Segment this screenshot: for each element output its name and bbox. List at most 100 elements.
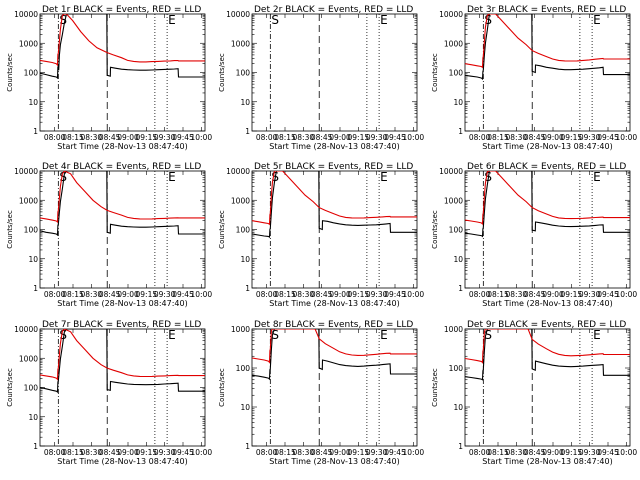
series-lld-line [252,171,417,226]
x-tick-label: 08:00 [256,448,278,457]
y-tick-label: 10000 [14,10,38,19]
x-tick-label: 08:15 [487,290,509,299]
x-tick-label: 08:00 [44,448,66,457]
x-tick-label: 09:30 [366,290,388,299]
x-tick-label: 08:30 [506,448,528,457]
x-tick-label: 08:45 [524,448,546,457]
x-tick-label: 08:15 [62,448,84,457]
series-events-line [252,329,417,381]
y-tick-label: 10 [453,98,463,107]
y-axis-label: Counts/sec [6,53,14,92]
x-tick-label: 09:45 [597,448,619,457]
y-axis-label: Counts/sec [218,210,226,249]
time-marker-label: S [484,328,492,342]
time-marker-label: E [380,13,388,27]
series-events-line [252,171,417,239]
plot-frame [464,13,631,132]
y-tick-label: 100 [236,226,251,235]
x-axis-label: Start Time (28-Nov-13 08:47:40) [482,142,612,151]
x-tick-label: 08:30 [81,448,103,457]
y-tick-label: 10000 [439,10,463,19]
x-tick-label: 09:00 [117,448,139,457]
x-tick-label: 08:30 [293,290,315,299]
series-events-line [465,171,630,238]
series-lld-line [465,329,630,364]
y-tick-label: 10 [240,255,250,264]
y-tick-label: 1000 [19,196,38,205]
plot-title: Det 8r BLACK = Events, RED = LLD [254,320,413,330]
x-tick-label: 09:00 [542,290,564,299]
y-tick-label: 1 [458,442,463,451]
y-tick-label: 100 [24,226,39,235]
time-marker-label: E [168,13,176,27]
y-tick-label: 100 [24,384,39,393]
time-marker-label: S [271,13,279,27]
y-tick-label: 1 [33,284,38,293]
plot-frame [39,170,206,289]
x-tick-label: 09:45 [172,290,194,299]
x-tick-label: 08:00 [469,448,491,457]
x-tick-label: 09:30 [579,448,601,457]
y-tick-label: 1 [458,127,463,136]
x-tick-label: 08:15 [487,133,509,142]
x-tick-label: 10:00 [191,133,213,142]
x-tick-label: 08:30 [81,133,103,142]
plot-frame [464,328,631,447]
time-marker-label: E [168,170,176,184]
x-tick-label: 08:45 [99,133,121,142]
y-tick-label: 10 [240,98,250,107]
time-marker-label: E [593,13,601,27]
detector-plot-5: Det 5r BLACK = Events, RED = LLD 1 10 100 10… [218,162,424,308]
x-tick-label: 09:45 [172,448,194,457]
x-tick-label: 09:30 [366,448,388,457]
y-tick-label: 1 [245,127,250,136]
y-axis-label: Counts/sec [431,53,439,92]
x-axis-label: Start Time (28-Nov-13 08:47:40) [482,457,612,466]
x-tick-label: 09:45 [384,448,406,457]
plot-title: Det 2r BLACK = Events, RED = LLD [254,5,413,15]
y-tick-label: 1 [245,284,250,293]
x-tick-label: 10:00 [616,448,638,457]
y-tick-label: 1000 [19,354,38,363]
x-tick-label: 09:15 [136,133,158,142]
x-tick-label: 08:15 [274,448,296,457]
x-tick-label: 09:30 [579,133,601,142]
x-tick-label: 09:15 [348,290,370,299]
y-axis-label: Counts/sec [218,53,226,92]
x-tick-label: 08:30 [293,133,315,142]
x-tick-label: 09:45 [384,133,406,142]
y-axis-label: Counts/sec [6,210,14,249]
x-tick-label: 08:00 [256,290,278,299]
y-axis-label: Counts/sec [218,368,226,407]
detector-plot-1: Det 1r BLACK = Events, RED = LLD 1 10 100 10… [6,5,212,151]
plot-frame [251,13,418,132]
y-tick-label: 10000 [226,167,250,176]
y-tick-label: 1 [33,442,38,451]
x-tick-label: 09:00 [329,448,351,457]
y-tick-label: 1000 [444,39,463,48]
x-tick-label: 10:00 [403,448,425,457]
x-tick-label: 09:00 [329,290,351,299]
x-axis-label: Start Time (28-Nov-13 08:47:40) [57,142,187,151]
x-tick-label: 08:15 [274,133,296,142]
y-tick-label: 10000 [439,167,463,176]
y-tick-label: 10000 [14,325,38,334]
series-lld-line [40,329,205,381]
y-tick-label: 1000 [444,325,463,334]
plot-title: Det 9r BLACK = Events, RED = LLD [467,320,626,330]
x-tick-label: 09:15 [561,290,583,299]
time-marker-label: E [168,328,176,342]
time-marker-label: S [59,13,67,27]
y-tick-label: 100 [449,226,464,235]
series-lld-line [40,14,205,67]
x-tick-label: 09:30 [366,133,388,142]
y-tick-label: 100 [236,69,251,78]
detector-plot-6: Det 6r BLACK = Events, RED = LLD 1 10 100 10… [431,162,637,308]
x-tick-label: 08:45 [311,448,333,457]
time-marker-label: S [271,328,279,342]
x-tick-label: 08:00 [256,133,278,142]
x-tick-label: 08:45 [524,133,546,142]
y-tick-label: 10 [453,403,463,412]
x-tick-label: 08:30 [506,133,528,142]
x-tick-label: 09:15 [561,133,583,142]
